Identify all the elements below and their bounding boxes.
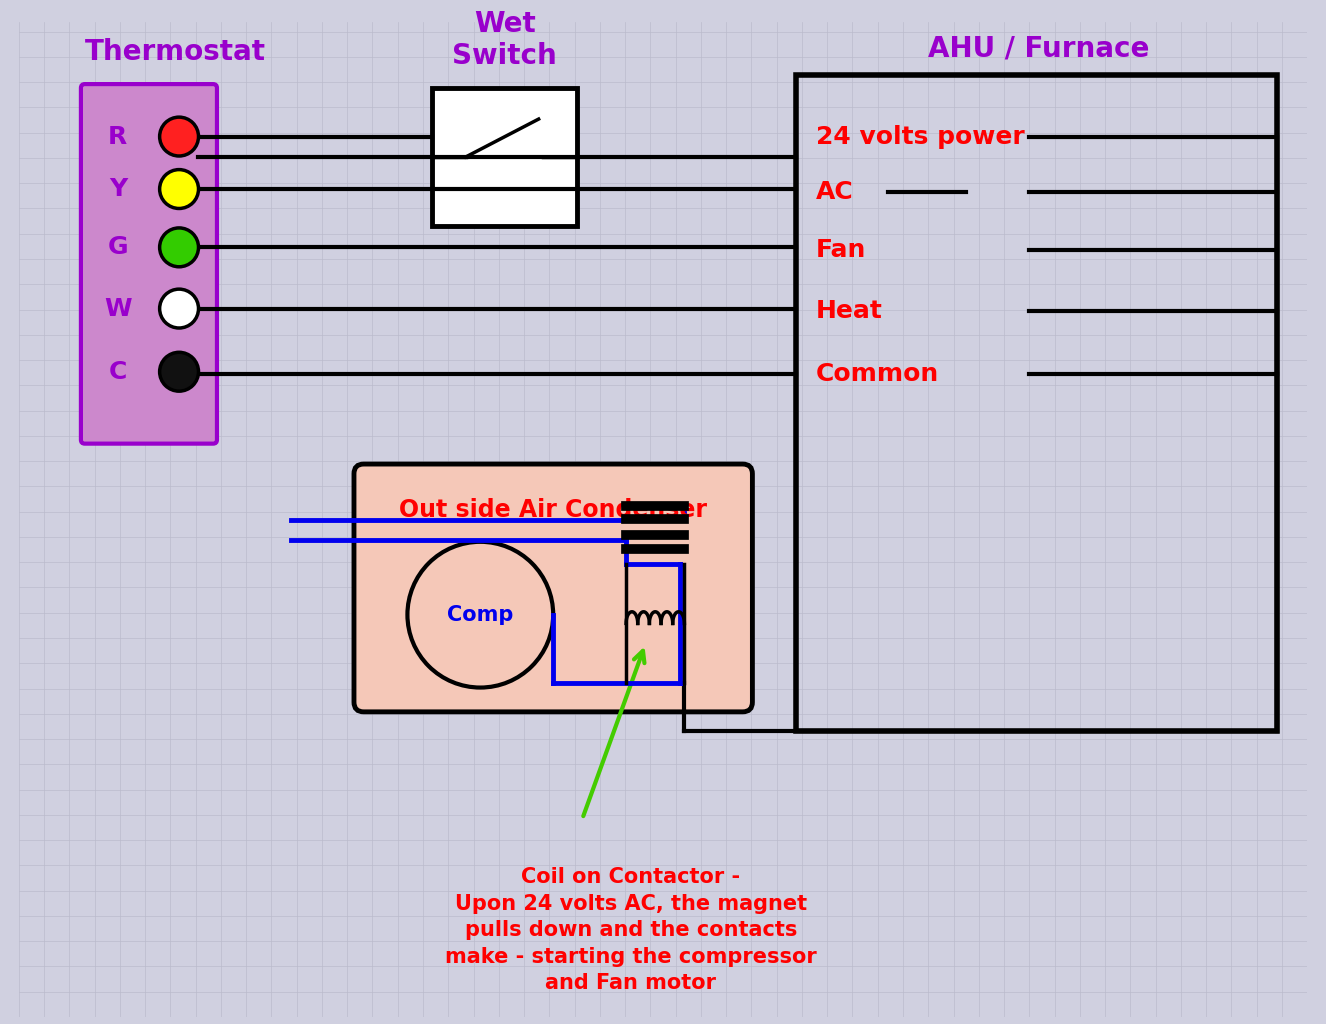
Text: Fan: Fan (815, 239, 866, 262)
Circle shape (159, 289, 199, 328)
Text: AC: AC (815, 180, 854, 204)
Circle shape (159, 117, 199, 156)
Text: Wet
Switch: Wet Switch (452, 10, 557, 71)
Text: C: C (109, 359, 127, 384)
Bar (432, 88, 578, 226)
Circle shape (407, 542, 553, 687)
Text: Comp: Comp (447, 605, 513, 625)
Text: Heat: Heat (815, 299, 882, 324)
Text: 24 volts power: 24 volts power (815, 125, 1024, 148)
Text: Y: Y (109, 177, 127, 201)
Text: Common: Common (815, 361, 939, 386)
Text: Out side Air Condenser: Out side Air Condenser (399, 498, 707, 522)
Text: Thermostat: Thermostat (85, 38, 265, 66)
Circle shape (159, 228, 199, 267)
Text: R: R (109, 125, 127, 148)
Text: AHU / Furnace: AHU / Furnace (928, 35, 1150, 62)
Circle shape (159, 170, 199, 209)
Text: Coil on Contactor -
Upon 24 volts AC, the magnet
pulls down and the contacts
mak: Coil on Contactor - Upon 24 volts AC, th… (446, 867, 817, 993)
Circle shape (159, 352, 199, 391)
Text: G: G (107, 236, 129, 259)
Bar (796, 76, 1277, 731)
Text: W: W (103, 297, 131, 321)
FancyBboxPatch shape (354, 464, 752, 712)
FancyBboxPatch shape (81, 84, 217, 443)
